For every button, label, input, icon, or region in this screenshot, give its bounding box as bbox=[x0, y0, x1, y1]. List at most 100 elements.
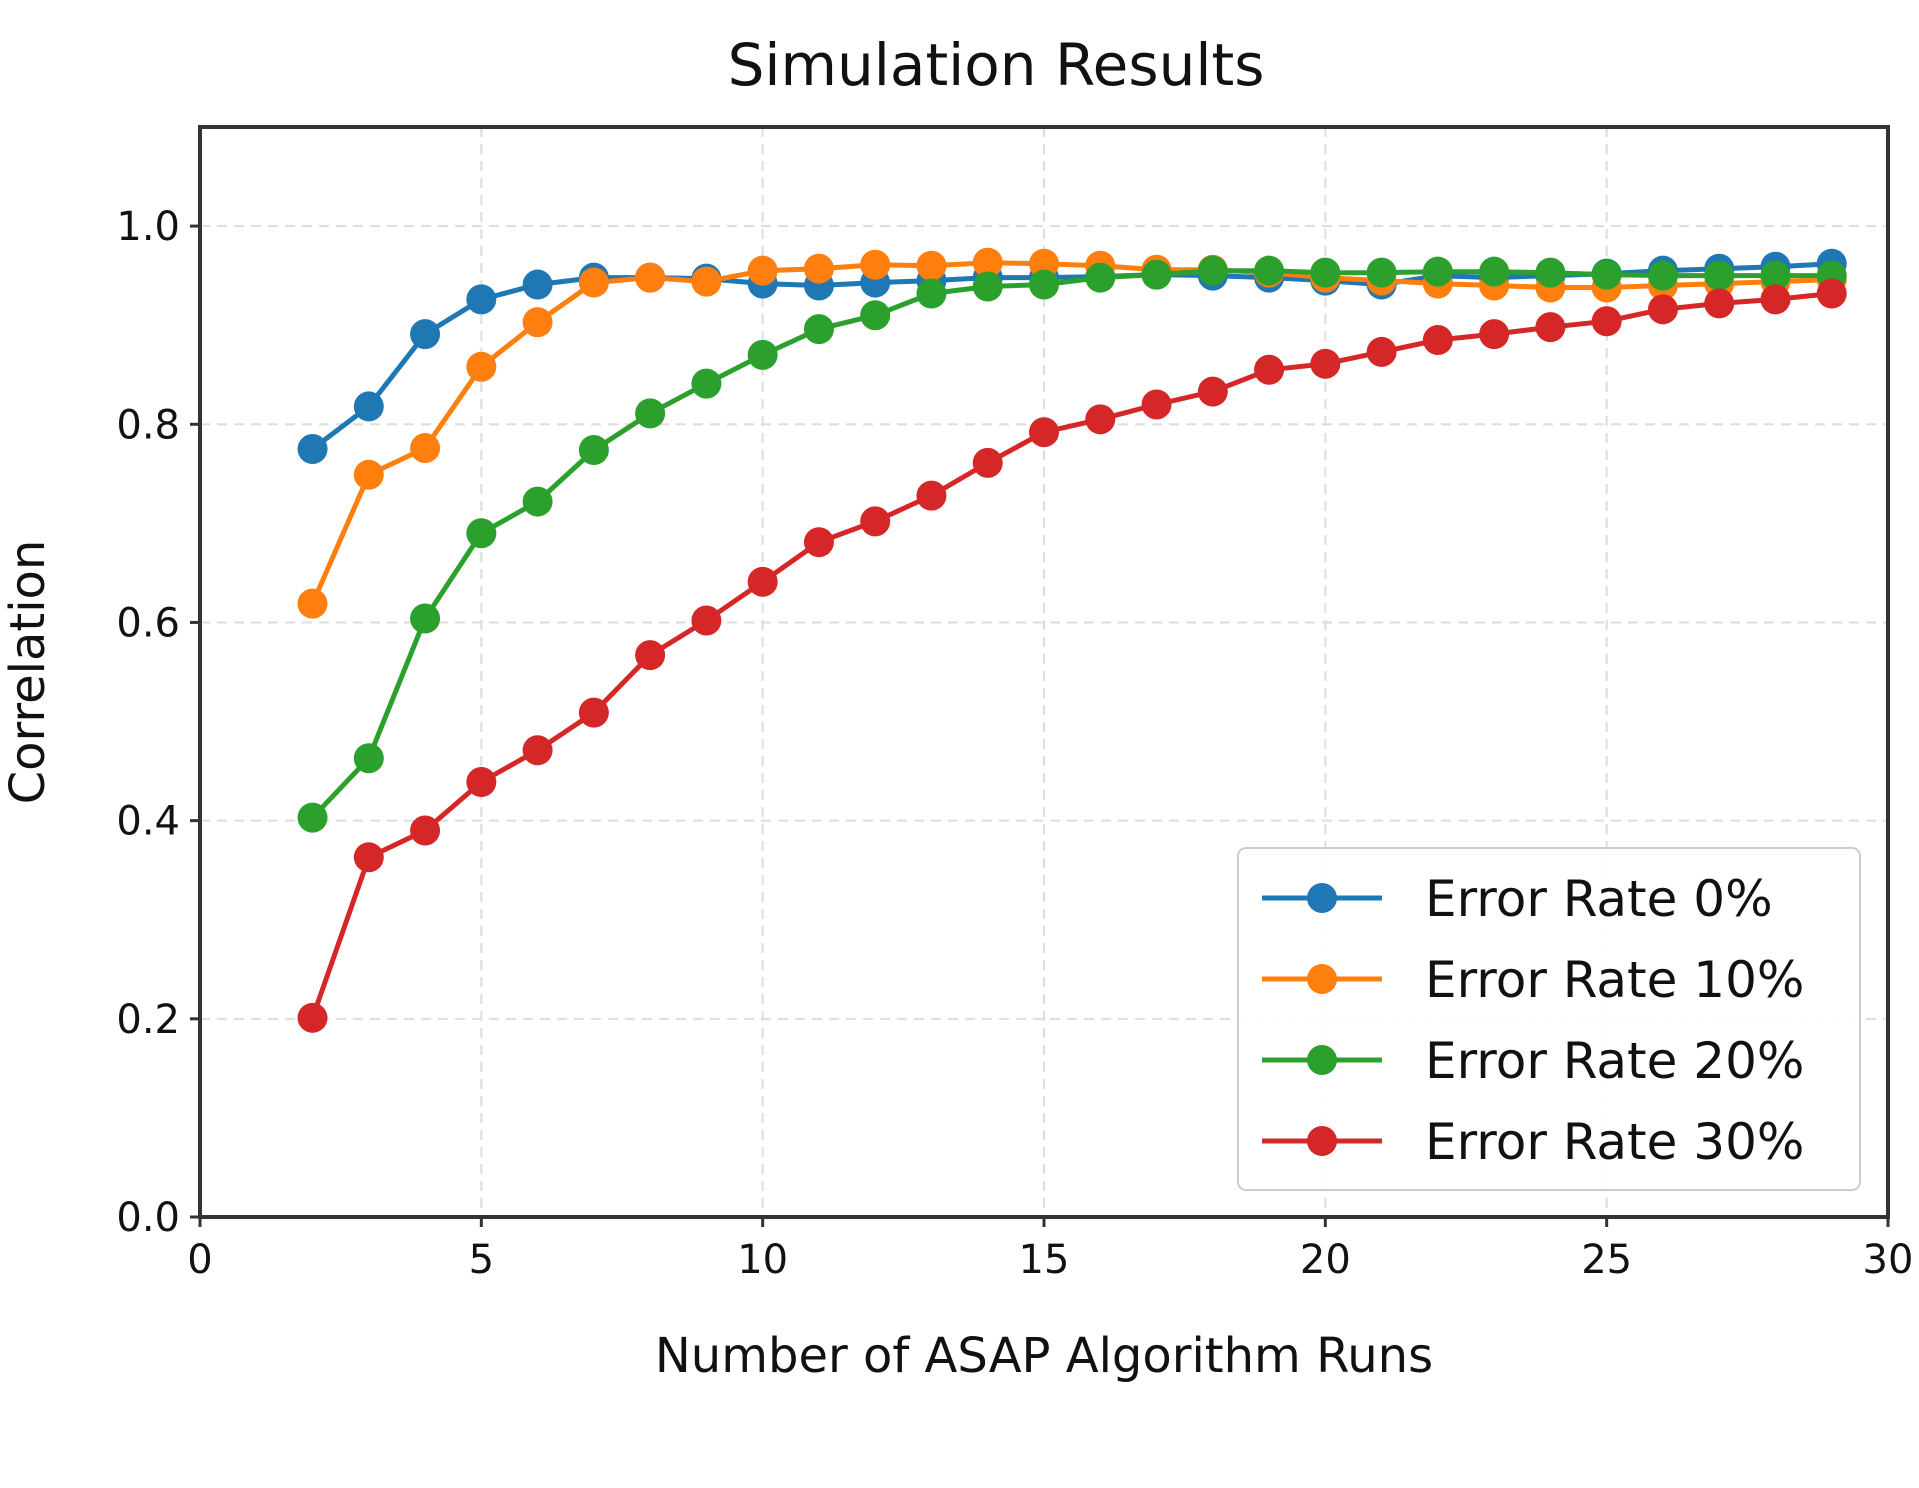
data-point-s2-17 bbox=[1254, 255, 1285, 286]
data-point-s2-18 bbox=[1310, 257, 1341, 288]
series-2 bbox=[297, 255, 1847, 833]
data-point-s3-13 bbox=[1029, 417, 1059, 448]
data-point-s2-1 bbox=[353, 743, 384, 774]
data-point-s3-25 bbox=[1704, 288, 1735, 319]
legend-label-2: Error Rate 20% bbox=[1425, 1032, 1804, 1090]
series-line-1 bbox=[310, 260, 1832, 605]
legend-entries: Error Rate 0% Error Rate 10% Error Rate 20… bbox=[1262, 870, 1804, 1171]
data-point-s1-4 bbox=[522, 307, 553, 338]
y-tick-label-5: 1.0 bbox=[116, 204, 180, 250]
y-tick-label-4: 0.8 bbox=[116, 402, 180, 448]
data-point-s0-0 bbox=[297, 434, 328, 465]
data-point-s3-4 bbox=[522, 735, 553, 766]
data-point-s3-1 bbox=[353, 842, 384, 873]
data-point-s0-2 bbox=[410, 319, 441, 350]
data-point-s2-9 bbox=[803, 314, 834, 345]
data-point-s2-16 bbox=[1197, 255, 1228, 286]
data-point-s1-3 bbox=[466, 351, 497, 382]
data-point-s3-17 bbox=[1254, 354, 1285, 385]
data-point-s2-26 bbox=[1760, 260, 1791, 291]
data-point-s3-26 bbox=[1760, 284, 1791, 315]
y-tick-label-0: 0.0 bbox=[116, 1195, 180, 1241]
data-point-s3-6 bbox=[635, 640, 666, 671]
data-point-s1-13 bbox=[1029, 248, 1059, 279]
y-tick-label-2: 0.4 bbox=[116, 799, 180, 845]
x-axis-title: Number of ASAP Algorithm Runs bbox=[655, 1328, 1433, 1384]
data-point-s3-11 bbox=[916, 480, 947, 511]
series-line-2 bbox=[310, 268, 1832, 820]
data-point-s3-10 bbox=[860, 506, 891, 537]
data-point-s2-15 bbox=[1141, 259, 1172, 290]
x-tick-label-25: 25 bbox=[1581, 1237, 1632, 1283]
legend-entry-3: Error Rate 30% bbox=[1262, 1113, 1804, 1171]
data-point-s1-10 bbox=[860, 249, 891, 280]
x-tick-label-10: 10 bbox=[737, 1237, 788, 1283]
data-point-s3-18 bbox=[1310, 348, 1341, 379]
data-point-s0-4 bbox=[522, 269, 553, 300]
data-point-s2-5 bbox=[578, 435, 609, 466]
legend-entry-2: Error Rate 20% bbox=[1262, 1032, 1804, 1090]
series-line-3 bbox=[310, 291, 1832, 1019]
legend-entry-0: Error Rate 0% bbox=[1262, 870, 1773, 928]
x-tick-label-0: 0 bbox=[187, 1237, 212, 1283]
data-point-s1-2 bbox=[410, 433, 441, 464]
data-point-s3-0 bbox=[297, 1002, 328, 1033]
data-point-s3-27 bbox=[1816, 278, 1847, 309]
data-point-s2-11 bbox=[916, 278, 947, 309]
legend-swatch-marker-1 bbox=[1307, 964, 1337, 994]
data-point-s2-4 bbox=[522, 486, 553, 517]
data-point-s3-7 bbox=[691, 605, 722, 636]
data-point-s1-11 bbox=[916, 250, 947, 281]
data-point-s3-21 bbox=[1479, 319, 1510, 350]
data-point-s3-23 bbox=[1591, 306, 1622, 337]
data-point-s2-10 bbox=[860, 300, 891, 331]
legend-frame bbox=[1237, 847, 1861, 1191]
data-point-s2-23 bbox=[1591, 259, 1622, 290]
data-point-s2-3 bbox=[466, 518, 497, 549]
data-point-s1-6 bbox=[635, 262, 666, 293]
data-point-s1-7 bbox=[691, 266, 722, 297]
y-axis-title: Correlation bbox=[0, 540, 56, 805]
data-point-s2-12 bbox=[972, 271, 1003, 302]
data-point-s3-16 bbox=[1197, 376, 1228, 407]
legend-swatch-marker-3 bbox=[1307, 1126, 1337, 1156]
legend-swatch-marker-2 bbox=[1307, 1045, 1337, 1075]
data-point-s2-24 bbox=[1647, 260, 1678, 291]
data-point-s3-15 bbox=[1141, 389, 1172, 420]
data-point-s3-20 bbox=[1422, 325, 1453, 356]
data-point-s2-8 bbox=[747, 339, 778, 370]
x-tick-label-30: 30 bbox=[1863, 1237, 1914, 1283]
data-point-s0-3 bbox=[466, 284, 497, 315]
legend-swatch-marker-0 bbox=[1307, 883, 1337, 913]
data-point-s0-1 bbox=[353, 391, 384, 422]
data-point-s1-1 bbox=[353, 459, 384, 490]
data-point-s2-6 bbox=[635, 398, 666, 429]
data-point-s2-14 bbox=[1085, 262, 1116, 293]
data-point-s2-0 bbox=[297, 802, 328, 833]
data-point-s2-22 bbox=[1535, 257, 1566, 288]
data-point-s1-9 bbox=[803, 253, 834, 284]
x-tick-label-5: 5 bbox=[469, 1237, 494, 1283]
data-point-s3-24 bbox=[1647, 294, 1678, 325]
legend: Error Rate 0% Error Rate 10% Error Rate 20… bbox=[1237, 847, 1861, 1191]
chart-title: Simulation Results bbox=[728, 31, 1265, 99]
data-point-s3-3 bbox=[466, 766, 497, 797]
data-point-s3-14 bbox=[1085, 404, 1116, 435]
data-point-s3-19 bbox=[1366, 336, 1397, 367]
data-point-s2-2 bbox=[410, 603, 441, 634]
data-point-s2-21 bbox=[1479, 256, 1510, 287]
x-tick-label-15: 15 bbox=[1019, 1237, 1070, 1283]
data-point-s2-7 bbox=[691, 368, 722, 399]
data-point-s3-12 bbox=[972, 447, 1003, 478]
data-point-s1-12 bbox=[972, 247, 1003, 278]
data-point-s3-8 bbox=[747, 566, 778, 597]
data-point-s3-2 bbox=[410, 815, 441, 846]
legend-label-3: Error Rate 30% bbox=[1425, 1113, 1804, 1171]
x-axis-ticks: 0 5 10 15 20 25 30 bbox=[187, 1217, 1913, 1283]
data-point-s2-19 bbox=[1366, 257, 1397, 288]
legend-label-1: Error Rate 10% bbox=[1425, 951, 1804, 1009]
legend-entry-1: Error Rate 10% bbox=[1262, 951, 1804, 1009]
x-tick-label-20: 20 bbox=[1300, 1237, 1351, 1283]
